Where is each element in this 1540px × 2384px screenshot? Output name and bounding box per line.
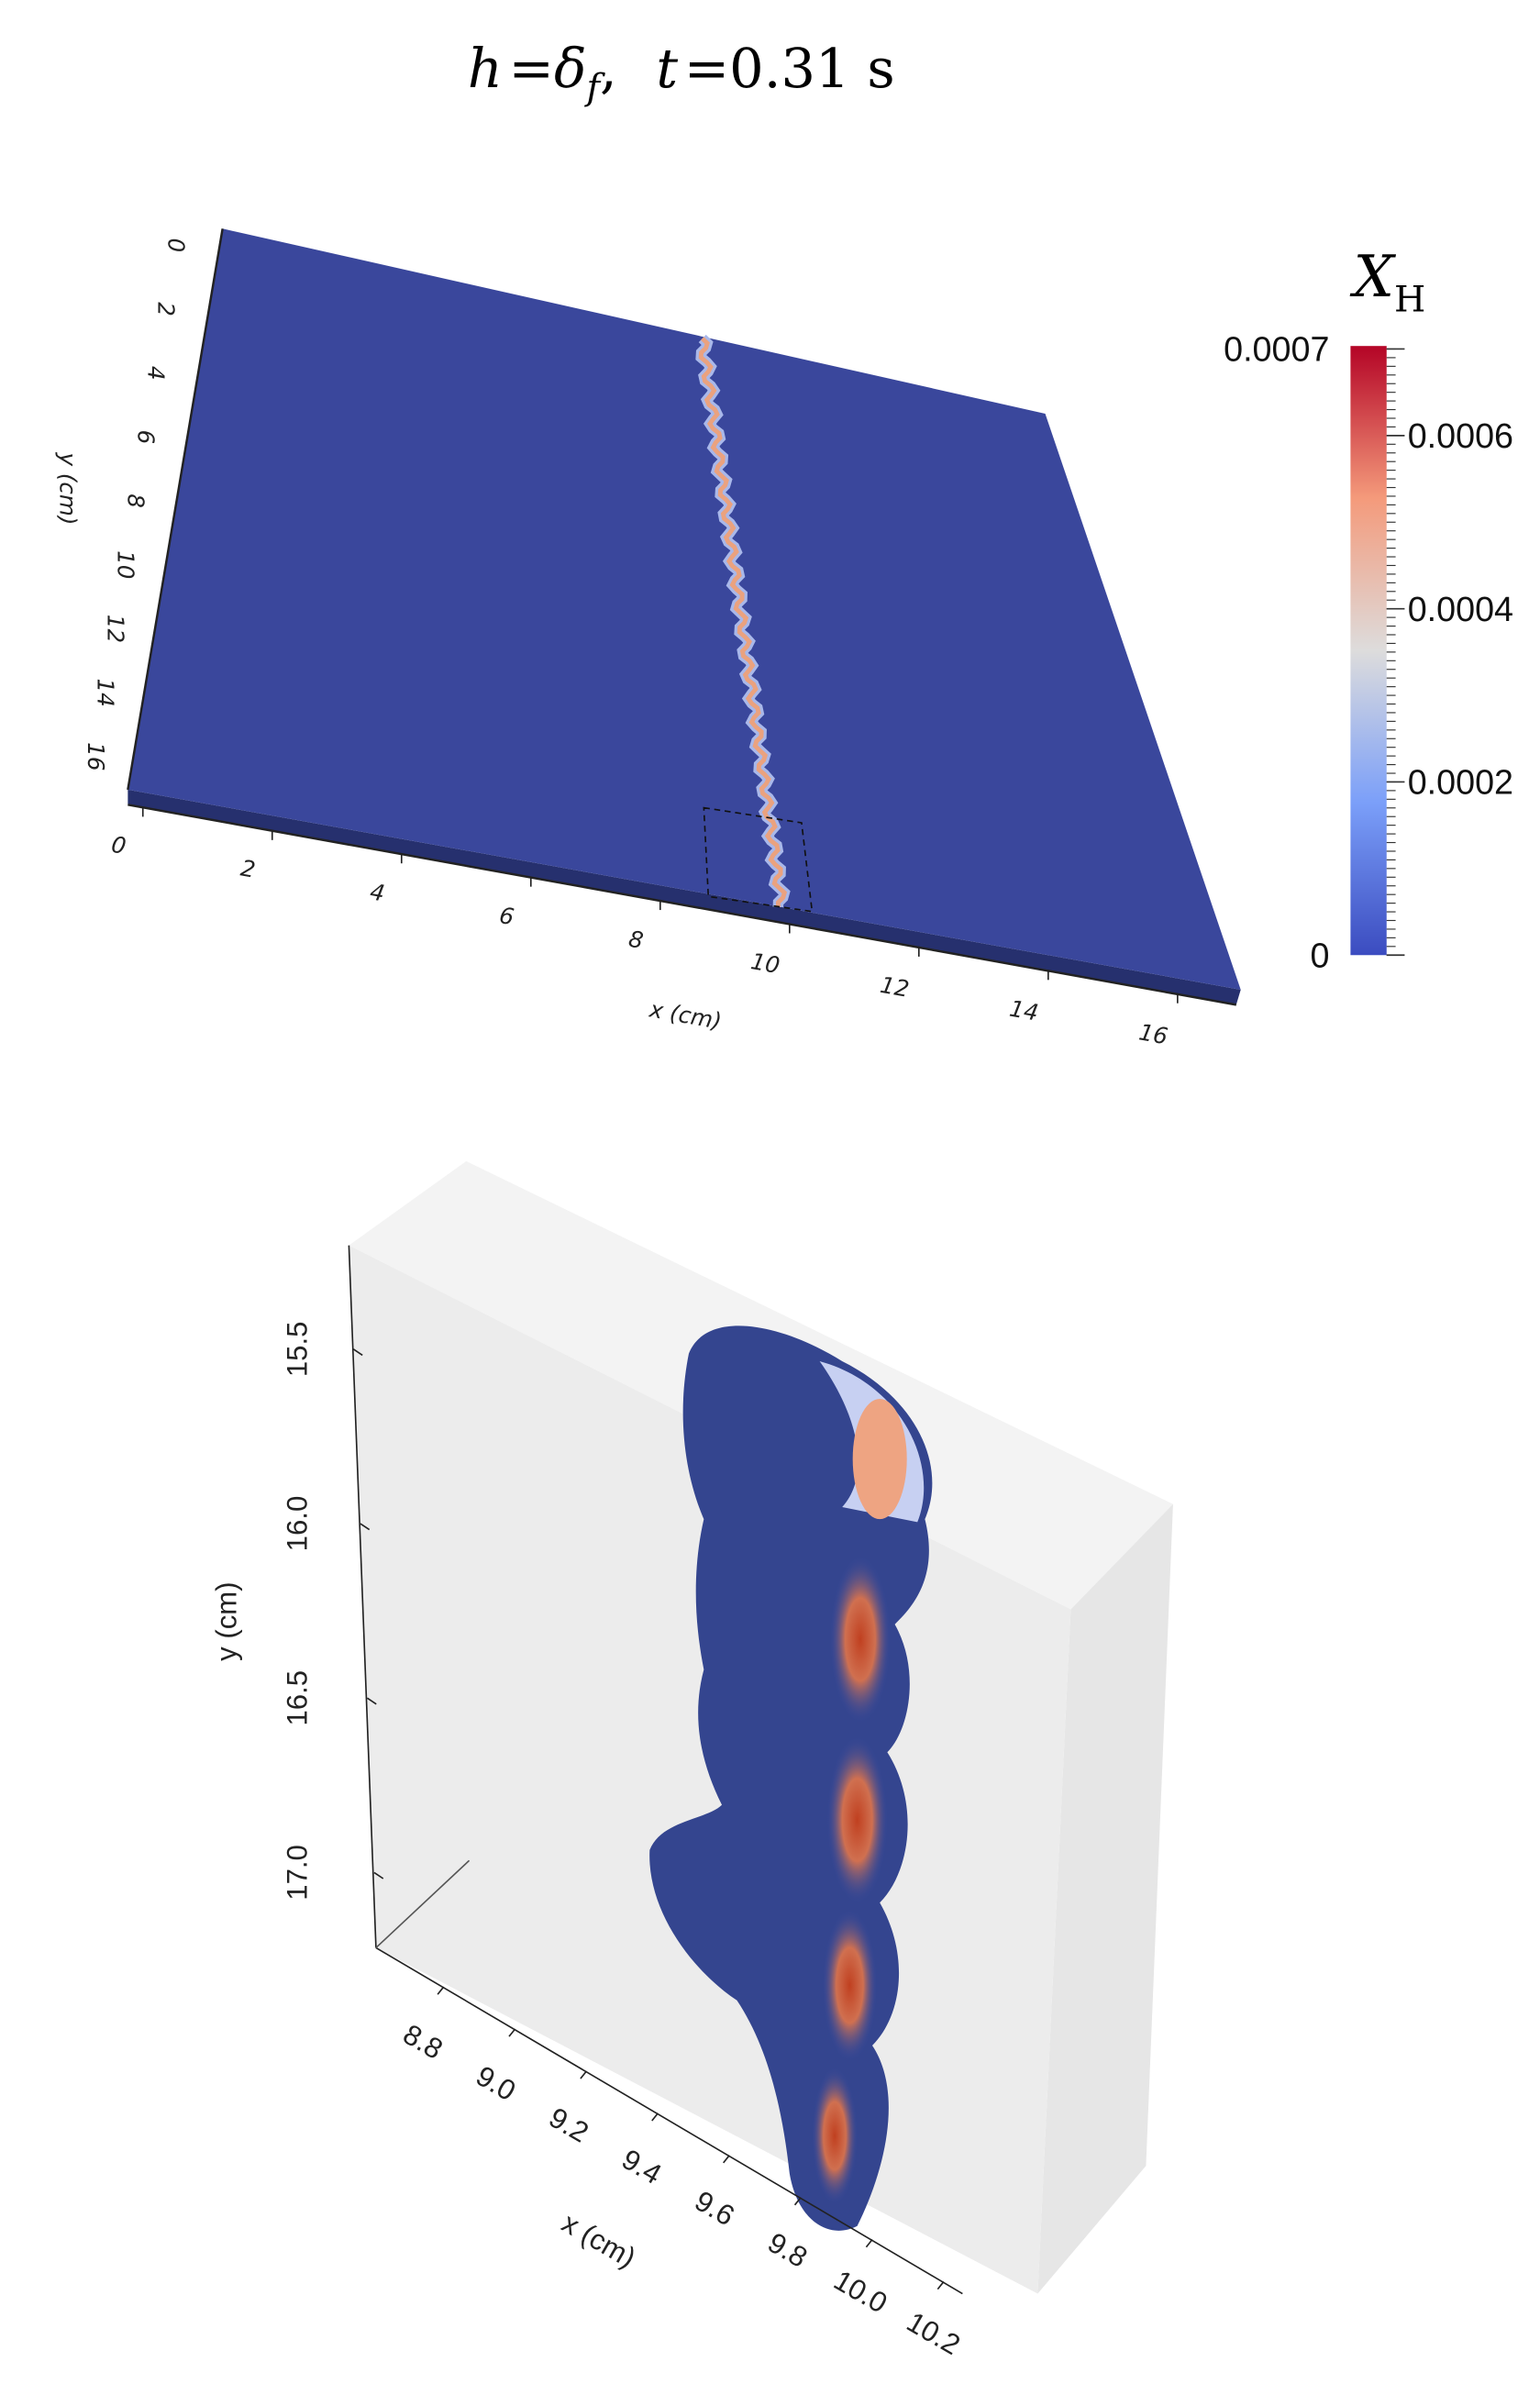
- colorbar-tick-label: 0: [1310, 936, 1329, 974]
- title-part: 0.31 s: [729, 37, 894, 100]
- x-axis-label: x (cm): [647, 995, 724, 1034]
- x-tick: [437, 1986, 445, 1995]
- hot-core: [830, 1557, 891, 1723]
- y-tick-label: 14: [93, 678, 119, 706]
- title-part: t: [656, 37, 678, 100]
- hot-core: [852, 1398, 907, 1520]
- y-tick-label: 16: [83, 742, 109, 771]
- colorbar: [1350, 346, 1387, 956]
- y-axis-label: y (cm): [210, 1581, 242, 1660]
- title-part: ,: [600, 37, 617, 100]
- y-tick-label: 0: [163, 238, 190, 253]
- x-tick-label: 10: [748, 948, 781, 979]
- x-tick-label: 12: [879, 971, 912, 1003]
- colorbar-tick-label: 0.0002: [1408, 763, 1513, 802]
- y-tick-label: 10: [113, 550, 139, 579]
- y-tick-label: 16.5: [281, 1670, 313, 1726]
- box-side: [1037, 1503, 1173, 2294]
- x-axis: [375, 1946, 963, 2295]
- colorbar-tick-label: 0.0007: [1224, 330, 1329, 369]
- x-tick: [723, 2155, 730, 2164]
- y-axis: [348, 1245, 377, 1948]
- x-tick-label: 16: [1137, 1018, 1170, 1049]
- y-tick-label: 15.5: [281, 1322, 313, 1378]
- x-tick: [651, 2112, 659, 2122]
- x-tick: [936, 2280, 945, 2290]
- x-tick: [793, 2197, 802, 2206]
- title: h =δf, t =0.31 s: [468, 37, 895, 108]
- zoom-box: [703, 806, 814, 913]
- title-part: =: [508, 37, 553, 100]
- hot-core: [826, 1736, 888, 1903]
- slab-edge: [127, 789, 1241, 1005]
- slab-top: [127, 228, 1241, 990]
- colorbar-tick-label: 0.0004: [1408, 590, 1513, 628]
- x-tick-label: 4: [368, 878, 386, 906]
- y-axis-label: y (cm): [55, 451, 82, 525]
- flame-3d: [649, 1325, 933, 2231]
- x-tick: [580, 2070, 588, 2079]
- y-tick-label: 2: [153, 302, 180, 316]
- colorbar-sub: H: [1394, 278, 1425, 320]
- x-tick: [865, 2239, 873, 2248]
- y-tick-label: 6: [133, 430, 160, 445]
- y-tick-label: 16.0: [281, 1496, 313, 1552]
- x-tick-label: 10.0: [828, 2264, 892, 2320]
- y-tick: [352, 1348, 363, 1357]
- y-tick: [360, 1523, 371, 1531]
- x-tick-label: 8: [626, 926, 645, 954]
- title-part: δ: [554, 37, 587, 100]
- y-tick-label: 17.0: [281, 1845, 313, 1901]
- hot-core: [812, 2068, 858, 2204]
- x-tick-label: 9.4: [616, 2143, 667, 2190]
- x-tick-label: 9.0: [471, 2059, 521, 2107]
- y-tick-label: 4: [143, 366, 170, 381]
- x-tick-label: 0: [109, 831, 127, 859]
- y-tick-label: 12: [103, 615, 129, 643]
- y-axis: [127, 228, 224, 791]
- y-tick: [373, 1871, 384, 1879]
- x-tick-label: 9.2: [544, 2101, 594, 2149]
- x-tick-label: 9.6: [690, 2185, 740, 2233]
- x-tick-label: 8.8: [398, 2018, 449, 2066]
- x-tick: [508, 2028, 516, 2037]
- x-tick-label: 6: [497, 902, 515, 930]
- x-axis: [127, 804, 1237, 1006]
- x-tick-label: 9.8: [762, 2226, 813, 2274]
- x-axis-label: x (cm): [557, 2206, 641, 2274]
- x-tick-label: 14: [1008, 995, 1041, 1026]
- colorbar-title: XH: [1349, 243, 1426, 320]
- flame-core: [698, 337, 788, 907]
- z-axis: [375, 1859, 471, 1949]
- hot-core: [822, 1910, 877, 2061]
- y-tick: [366, 1697, 377, 1705]
- colorbar-label: X: [1349, 243, 1397, 310]
- title-part: h: [468, 37, 503, 100]
- colorbar-tick-label: 0.0006: [1408, 416, 1513, 455]
- y-tick-label: 8: [123, 493, 150, 508]
- x-tick-label: 10.2: [902, 2305, 966, 2361]
- x-tick-label: 2: [238, 854, 257, 882]
- title-part: =: [684, 37, 729, 100]
